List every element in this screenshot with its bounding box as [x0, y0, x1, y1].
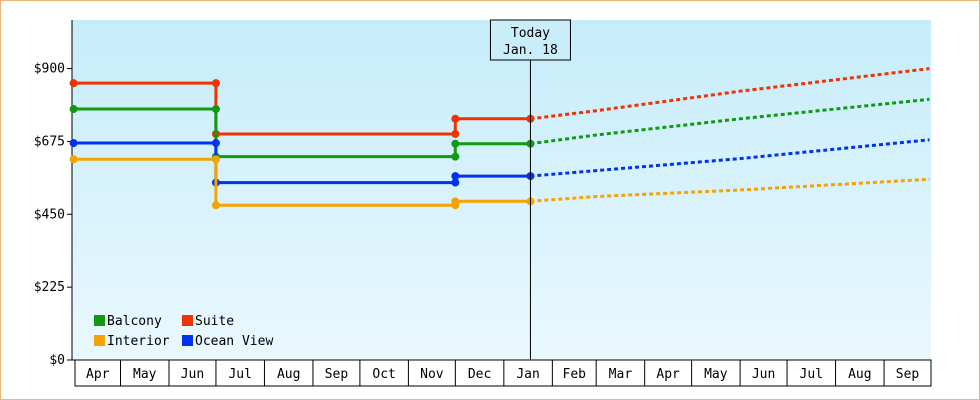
- x-tick-label: Sep: [896, 367, 920, 382]
- y-tick-label: $450: [34, 207, 65, 222]
- series-interior-point: [69, 155, 78, 164]
- series-balcony-point: [451, 139, 460, 148]
- series-layer: [69, 67, 930, 210]
- x-tick-label: Apr: [656, 367, 680, 382]
- legend-label-ocean-view: Ocean View: [195, 334, 273, 349]
- x-tick-label: Oct: [372, 367, 395, 382]
- legend-swatch-interior: [94, 335, 105, 346]
- x-tick-label: May: [133, 367, 157, 382]
- series-ocean-view-point: [211, 139, 220, 148]
- legend-label-balcony: Balcony: [107, 314, 162, 329]
- today-box: [489, 19, 571, 61]
- x-tick-label: May: [704, 367, 728, 382]
- today-label: Today: [511, 26, 550, 41]
- x-tick-label: Mar: [609, 367, 633, 382]
- x-tick-label: Jul: [800, 367, 823, 382]
- series-suite-point: [451, 129, 460, 138]
- y-tick-label: $675: [34, 134, 65, 149]
- legend-swatch-ocean-view: [182, 335, 193, 346]
- series-interior-point: [211, 201, 220, 210]
- series-ocean-view-point: [69, 139, 78, 148]
- series-suite-point: [69, 79, 78, 88]
- series-interior-forecast: [530, 177, 930, 203]
- x-tick-label: Sep: [325, 367, 349, 382]
- x-tick-label: Apr: [86, 367, 110, 382]
- plot-area: [72, 20, 931, 360]
- x-tick-label: Aug: [277, 367, 300, 382]
- series-interior-point: [451, 197, 460, 206]
- series-ocean-view-history: [73, 141, 531, 185]
- x-tick-label: Feb: [563, 367, 587, 382]
- x-tick-label: Jun: [181, 367, 204, 382]
- legend-swatch-suite: [182, 315, 193, 326]
- legend-label-interior: Interior: [107, 334, 170, 349]
- y-tick-label: $900: [34, 62, 65, 77]
- series-suite-point: [451, 114, 460, 123]
- y-tick-label: $0: [49, 353, 65, 368]
- month-axis-band: [74, 359, 932, 387]
- series-interior-history: [73, 157, 531, 207]
- series-interior-point: [211, 155, 220, 164]
- x-tick-label: Aug: [848, 367, 871, 382]
- x-tick-label: Nov: [420, 367, 444, 382]
- today-marker: Today Jan. 18: [489, 19, 571, 360]
- series-balcony-point: [211, 105, 220, 114]
- x-tick-label: Jun: [752, 367, 775, 382]
- series-ocean-view-point: [451, 178, 460, 187]
- axes: $0 $225 $450 $675 $900 Apr May Jun Jul Aug Sep Oct N…: [34, 20, 932, 387]
- legend-label-suite: Suite: [195, 314, 234, 329]
- legend: Balcony Suite Interior Ocean View: [94, 314, 273, 349]
- x-tick-label: Jul: [228, 367, 251, 382]
- series-ocean-view-point: [451, 172, 460, 181]
- series-balcony-history: [73, 107, 531, 159]
- y-tick-label: $225: [34, 280, 65, 295]
- series-suite-history: [73, 81, 531, 136]
- x-tick-label: Dec: [468, 367, 491, 382]
- today-date: Jan. 18: [503, 43, 558, 58]
- series-suite-point: [211, 79, 220, 88]
- series-balcony-point: [451, 152, 460, 161]
- x-tick-label: Jan: [516, 367, 539, 382]
- series-balcony-point: [69, 105, 78, 114]
- legend-swatch-balcony: [94, 315, 105, 326]
